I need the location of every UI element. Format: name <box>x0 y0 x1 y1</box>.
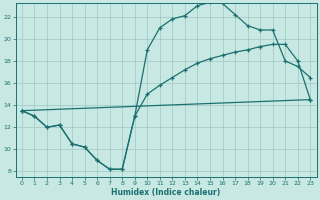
X-axis label: Humidex (Indice chaleur): Humidex (Indice chaleur) <box>111 188 221 197</box>
